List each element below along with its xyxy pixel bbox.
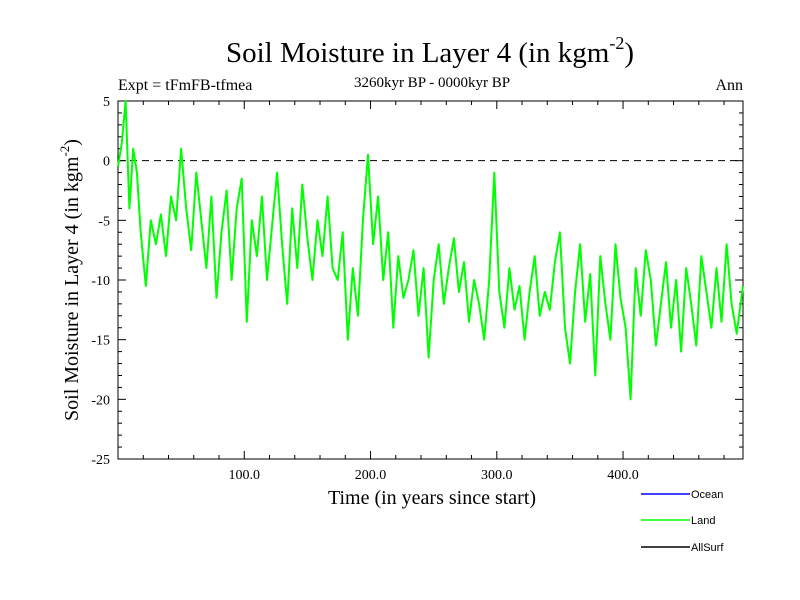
x-tick-label: 300.0 [481, 468, 513, 483]
y-tick-label: -20 [91, 393, 110, 408]
plot-frame [117, 100, 744, 460]
legend-label-allsurf: AllSurf [691, 542, 724, 554]
chart-title: Soil Moisture in Layer 4 (in kgm-2) [226, 33, 634, 69]
y-tick-label: -25 [91, 453, 110, 468]
x-axis-label: Time (in years since start) [328, 487, 536, 509]
chart-subtitle: 3260kyr BP - 0000kyr BP [354, 75, 510, 91]
legend: Ocean Land AllSurf [641, 489, 724, 554]
x-tick-label: 200.0 [355, 468, 387, 483]
y-axis-label: Soil Moisture in Layer 4 (in kgm-2) [57, 139, 83, 421]
experiment-label: Expt = tFmFB-tfmea [118, 77, 252, 94]
land-series-line [117, 100, 744, 401]
y-tick-label: 0 [103, 155, 110, 170]
y-tick-label: -15 [91, 334, 110, 349]
y-tick-label: -10 [91, 274, 110, 289]
y-axis: 5 0 -5 -10 -15 -20 -25 [91, 95, 743, 468]
legend-label-land: Land [691, 515, 715, 527]
season-label: Ann [715, 77, 743, 94]
x-axis: 100.0 200.0 300.0 400.0 [142, 101, 725, 483]
x-tick-label: 100.0 [229, 468, 261, 483]
legend-label-ocean: Ocean [691, 489, 723, 501]
y-tick-label: -5 [98, 214, 110, 229]
x-tick-label: 400.0 [607, 468, 639, 483]
y-tick-label: 5 [103, 95, 110, 110]
